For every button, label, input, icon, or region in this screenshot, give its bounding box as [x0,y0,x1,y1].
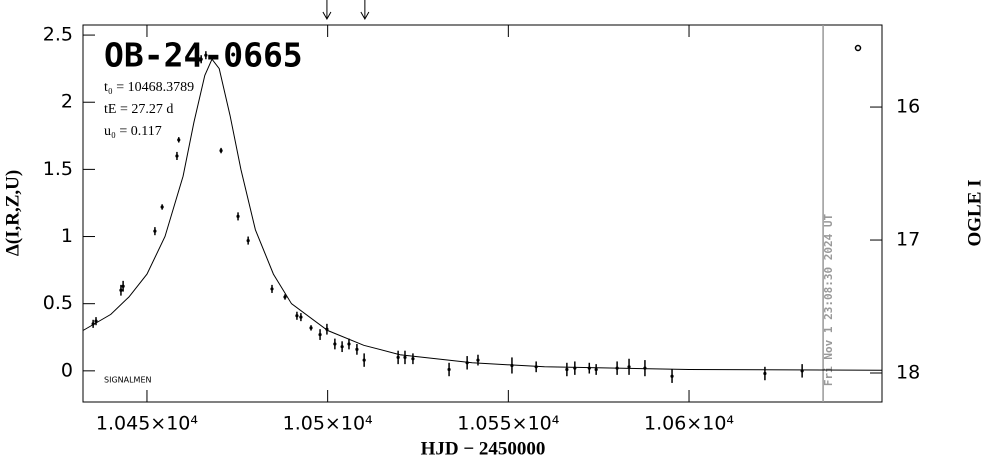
data-point [236,214,240,218]
data-point [175,154,179,158]
y-tick-label: 2.5 [43,24,73,46]
y2-tick-label: 17 [896,229,920,251]
data-point [355,347,359,351]
data-point [510,363,514,368]
y2-axis-label: OGLE I [964,179,985,246]
data-point [177,138,181,142]
data-point [476,358,480,362]
data-point [219,148,223,153]
y-tick-label: 1.5 [43,158,73,180]
data-point [295,314,299,318]
data-point [309,326,313,330]
data-point [299,315,303,319]
data-point [119,288,123,292]
data-point [615,366,619,370]
now-label: Fri Nov 1 23:08:30 2024 UT [822,214,835,387]
data-point [534,365,538,369]
data-point [573,366,577,370]
data-point [333,342,337,346]
data-point [403,355,407,360]
data-point [800,369,804,373]
data-point [447,367,451,372]
y2-tick-label: 16 [896,96,920,118]
data-point [325,327,329,331]
data-point [565,367,569,372]
data-point [362,358,366,362]
data-point [587,366,591,370]
annotation: tE = 27.27 d [104,102,173,117]
arrow-head [322,11,332,21]
x-tick-label: 1.05×10⁴ [283,413,373,435]
y-tick-label: 2 [61,91,73,113]
data-point [204,53,208,57]
chart-title: OB-24-0665 [104,36,303,75]
y-tick-label: 0 [61,359,73,381]
plot-frame [82,24,883,403]
data-point [347,342,351,346]
data-point [94,319,98,323]
x-tick-label: 1.055×10⁴ [457,413,559,435]
annotation: u₀ = 0.117 [104,124,162,139]
data-point [340,345,344,349]
data-point [283,295,287,299]
data-point [199,57,203,61]
data-point [318,332,322,337]
y-axis-label: Δ(I,R,Z,U) [2,170,23,256]
y2-tick-label: 18 [896,362,920,384]
data-point [160,205,164,209]
data-point [270,287,274,291]
footnote: SIGNALMEN [104,376,152,385]
data-point [121,284,125,288]
x-axis-label: HJD − 2450000 [421,438,546,459]
data-point [643,366,647,370]
arrow-head [360,11,370,21]
data-point [627,365,631,369]
data-point [246,238,250,243]
data-point [411,357,415,361]
marker-icon [854,44,862,52]
data-point [465,361,469,365]
x-tick-label: 1.045×10⁴ [96,413,198,435]
model-curve [82,58,883,371]
x-tick-label: 1.06×10⁴ [644,413,734,435]
data-point [396,355,400,360]
y-tick-label: 0.5 [43,292,73,314]
data-point [153,229,157,233]
annotation: t₀ = 10468.3789 [104,80,194,95]
data-point [763,371,767,376]
data-point [594,367,598,372]
data-point [670,374,674,378]
y-tick-label: 1 [61,225,73,247]
data-point [91,322,95,326]
